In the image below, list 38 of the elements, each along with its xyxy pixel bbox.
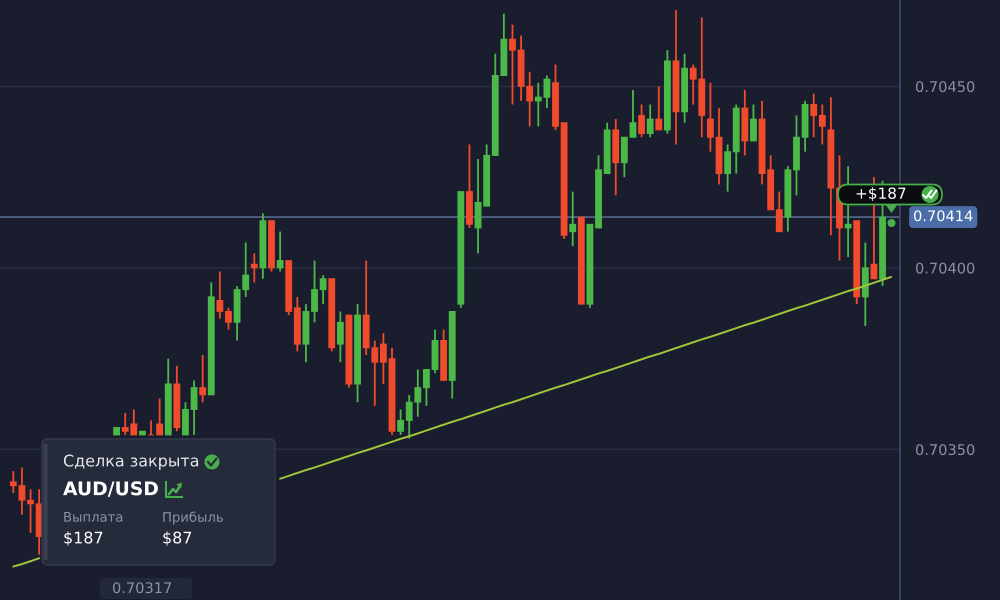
candlestick [250,252,258,284]
candlestick [638,104,645,138]
candlestick [818,104,826,146]
annotation: $87 [163,531,192,546]
annotation: AUD/USD [63,481,158,497]
annotation: $187 [64,531,102,546]
y-tick-label: 0.70400 [916,262,974,274]
annotation: Выплата [64,512,122,522]
candlestick [406,394,413,440]
candlestick [242,242,250,298]
candlestick [569,190,576,248]
annotation: Сделка закрыта [64,454,198,470]
y-tick-label: 0.70350 [916,444,974,456]
ref-line-label: 0.70414 [914,210,973,222]
candlestick [122,412,129,436]
candlestick [690,64,697,106]
candlestick [414,368,422,418]
candlestick [199,354,206,404]
candlestick [526,70,534,128]
annotation: Прибыль [163,512,223,524]
candlestick [750,104,757,142]
candlestick [397,408,404,436]
candlestick [543,74,550,110]
annotation: 0.70317 [112,582,172,594]
candlestick [655,85,662,131]
candlestick [336,310,344,364]
candlestick [371,340,378,407]
y-tick-label: 0.70450 [916,81,974,92]
annotation: +$187 [856,187,906,201]
candlestick [776,190,783,232]
candlestick [724,144,732,193]
candlestick [276,230,284,272]
candlestick [130,408,138,436]
candlestick [646,104,654,138]
candlestick [148,419,154,436]
candlestick [810,92,818,138]
candlestick [534,82,542,128]
candlestick [156,398,164,436]
